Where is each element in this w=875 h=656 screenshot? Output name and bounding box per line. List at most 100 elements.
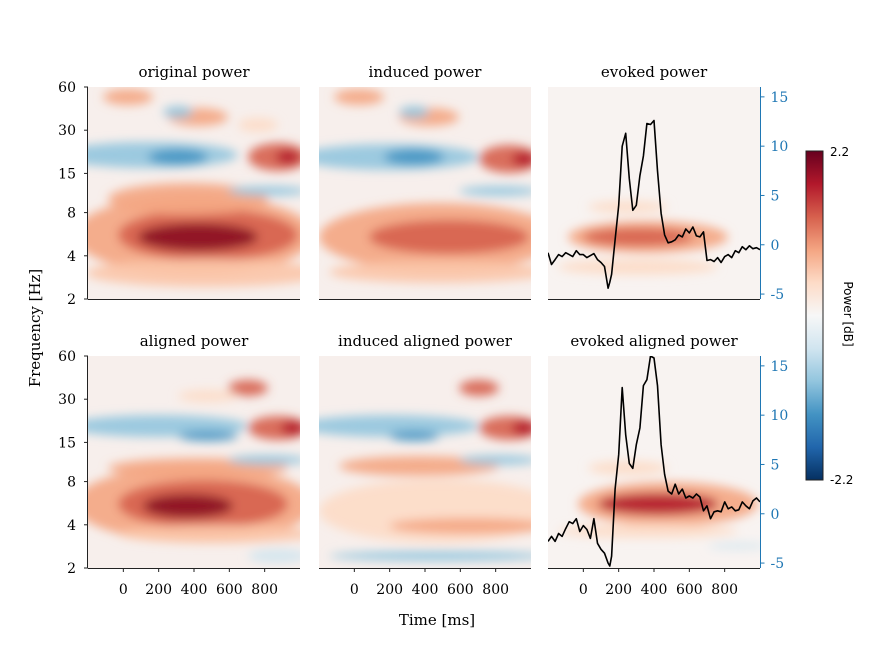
heatmap-blob [238, 118, 278, 132]
right-tick-label: 5 [771, 188, 780, 204]
colorbar: 2.2 -2.2 Power [dB] [805, 145, 855, 487]
panel-evoked: evoked power 15 10 5 0 -5 [548, 63, 788, 303]
colorbar-gradient [805, 150, 824, 481]
heatmap-blobs [558, 201, 728, 275]
x-tick-label: 0 [119, 582, 128, 598]
panel-title: evoked aligned power [570, 332, 738, 350]
heatmap [88, 89, 300, 287]
y-tick-label: 8 [67, 206, 76, 222]
heatmap-blobs [88, 380, 300, 563]
y-tick-label: 4 [67, 249, 76, 265]
x-tick-label: 200 [376, 582, 403, 598]
panel-title: evoked power [601, 63, 708, 81]
heatmap-blob [588, 461, 668, 475]
heatmap-blob [178, 431, 238, 441]
y-tick-label: 15 [58, 435, 76, 451]
x-tick-label: 400 [181, 582, 208, 598]
right-tick-label: 10 [771, 139, 789, 155]
right-tick-label: -5 [771, 556, 785, 572]
x-tick-label: 0 [579, 582, 588, 598]
y-tick-label: 30 [58, 392, 76, 408]
heatmap-blob [143, 494, 233, 518]
heatmap-blobs [319, 89, 531, 283]
y-tick-label: 2 [67, 561, 76, 577]
heatmap-blob [163, 106, 193, 118]
heatmap-blob [369, 220, 529, 254]
y-tick-label: 30 [58, 123, 76, 139]
panel-induced-aligned: induced aligned power 0 200 400 600 800 [319, 332, 531, 598]
heatmap [319, 89, 531, 283]
heatmap-blob [459, 186, 531, 196]
heatmap-blob [389, 431, 439, 441]
heatmap-blobs [88, 89, 300, 287]
y-axis-label: Frequency [Hz] [26, 269, 44, 388]
x-tick-label: 600 [216, 582, 243, 598]
heatmap-blob [248, 549, 300, 563]
heatmap-blob [598, 493, 718, 515]
heatmap-blob [88, 142, 238, 168]
heatmap-blob [148, 149, 208, 165]
right-tick-label: -5 [771, 287, 785, 303]
heatmap-blob [512, 421, 531, 435]
x-tick-label: 200 [145, 582, 172, 598]
heatmap-blob [459, 455, 531, 465]
right-tick-label: 10 [771, 408, 789, 424]
x-tick-label: 600 [447, 582, 474, 598]
y-tick-label: 2 [67, 292, 76, 308]
heatmap-blob [459, 380, 499, 396]
panel-induced: induced power [319, 63, 531, 300]
heatmap-blob [512, 152, 531, 166]
evoked-trace [548, 356, 760, 567]
heatmap-blob [103, 89, 153, 105]
x-tick-label: 0 [350, 582, 359, 598]
heatmap-blob [389, 518, 531, 534]
x-tick-label: 400 [412, 582, 439, 598]
colorbar-min-label: -2.2 [830, 473, 853, 487]
x-tick-label: 800 [251, 582, 278, 598]
heatmap-blob [228, 455, 300, 465]
right-tick-label: 5 [771, 457, 780, 473]
heatmap-blob [228, 380, 268, 396]
heatmap-blob [558, 259, 718, 275]
colorbar-max-label: 2.2 [830, 145, 849, 159]
right-tick-label: 0 [771, 238, 780, 254]
right-tick-label: 15 [771, 359, 789, 375]
heatmap-blob [558, 524, 738, 538]
heatmap-blob [583, 228, 693, 246]
heatmap-blob [138, 223, 258, 251]
evoked-trace [548, 119, 760, 290]
x-tick-label: 200 [605, 582, 632, 598]
heatmap-blob [708, 543, 760, 549]
heatmap-blob [399, 106, 429, 118]
heatmap-blobs [319, 380, 531, 561]
panel-original: original power 2 4 8 15 30 60 [58, 63, 300, 308]
y-tick-label: 8 [67, 475, 76, 491]
panel-title: aligned power [140, 332, 249, 350]
right-tick-label: 0 [771, 507, 780, 523]
heatmap-blob [334, 89, 384, 105]
heatmap-blob [276, 150, 300, 164]
heatmap [558, 201, 728, 275]
heatmap-blob [248, 143, 300, 171]
heatmap-blob [329, 261, 531, 283]
heatmap-blob [384, 149, 444, 165]
heatmap [88, 380, 300, 563]
x-tick-label: 600 [676, 582, 703, 598]
heatmap-blob [588, 201, 668, 213]
heatmap-blob [339, 456, 499, 476]
heatmap-blob [228, 186, 300, 196]
x-tick-label: 800 [711, 582, 738, 598]
x-tick-label: 400 [641, 582, 668, 598]
right-tick-label: 15 [771, 90, 789, 106]
heatmap-blob [88, 259, 300, 287]
heatmap-blob [281, 421, 300, 435]
panel-title: induced aligned power [338, 332, 513, 350]
panel-title: induced power [369, 63, 483, 81]
x-axis-label: Time [ms] [399, 611, 475, 629]
panel-title: original power [138, 63, 250, 81]
y-tick-label: 15 [58, 166, 76, 182]
y-tick-label: 4 [67, 518, 76, 534]
heatmap-blob [319, 415, 479, 437]
